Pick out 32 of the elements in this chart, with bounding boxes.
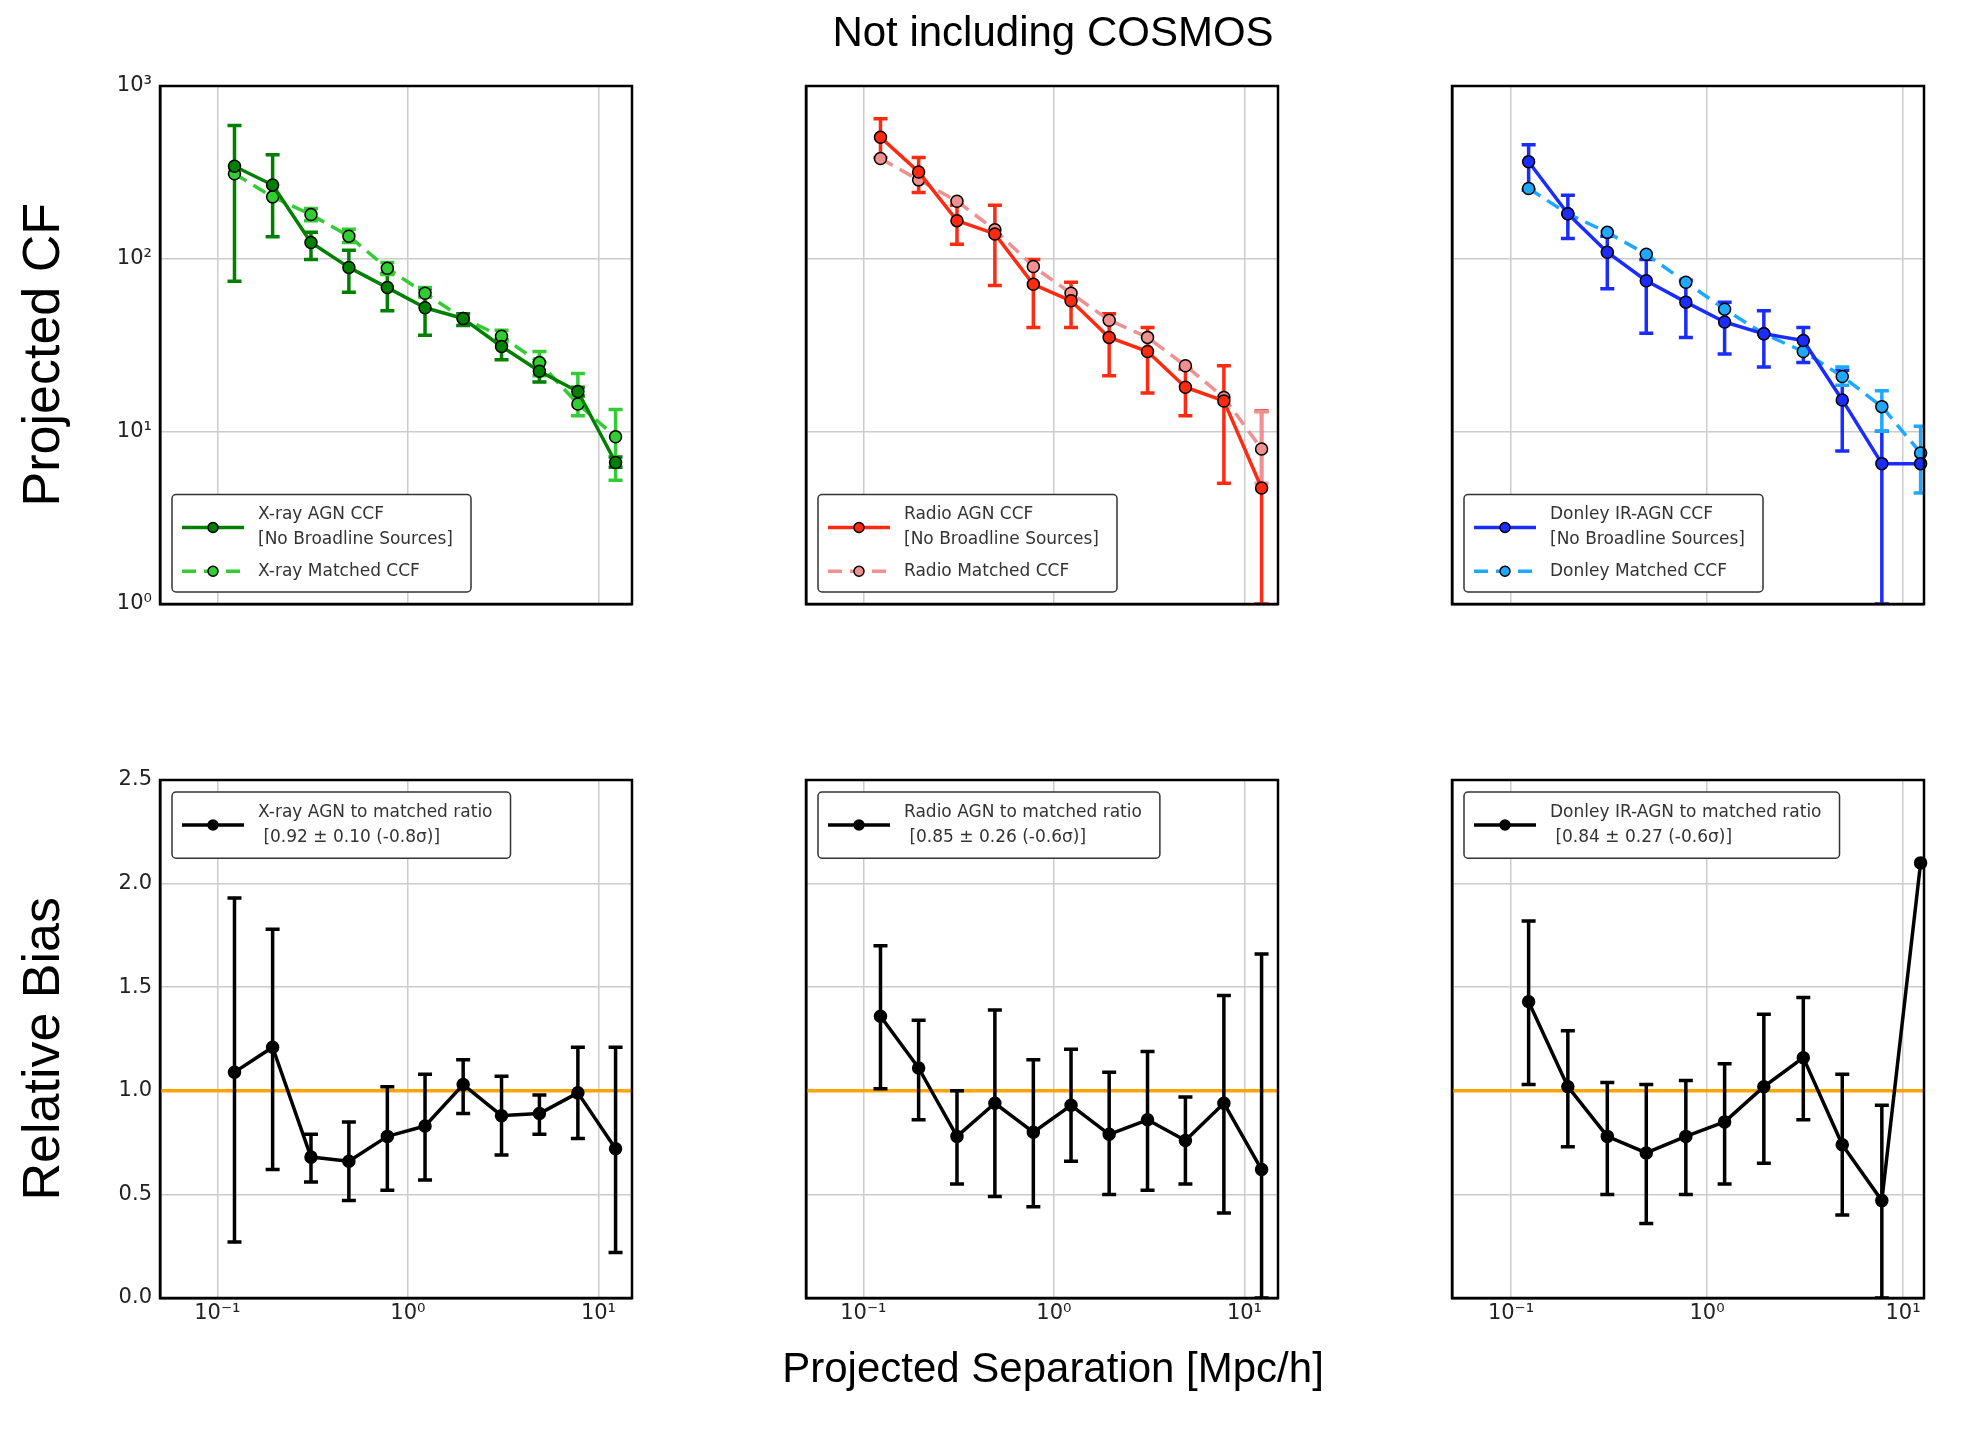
y-tick-label: 2.5 <box>118 766 152 791</box>
legend-label: Donley Matched CCF <box>1550 559 1727 580</box>
y-tick-label: 10² <box>116 245 152 270</box>
y-tick-label: 1.5 <box>118 973 152 998</box>
legend-label: Donley IR-AGN CCF [No Broadline Sources] <box>1550 503 1746 549</box>
x-tick-label: 10¹ <box>1226 1300 1263 1325</box>
y-axis-title: Relative Bias <box>11 897 71 1201</box>
x-tick-label: 10⁻¹ <box>194 1300 241 1325</box>
x-tick-label: 10⁰ <box>1689 1300 1725 1325</box>
legend-label: Radio AGN CCF [No Broadline Sources] <box>904 503 1100 549</box>
y-tick-label: 10¹ <box>116 417 152 442</box>
x-tick-label: 10⁻¹ <box>840 1300 887 1325</box>
x-tick-label: 10¹ <box>1885 1300 1921 1325</box>
y-tick-label: 0.0 <box>118 1284 152 1309</box>
x-tick-label: 10⁻¹ <box>1487 1300 1535 1325</box>
x-axis-title: Projected Separation [Mpc/h] <box>781 1344 1324 1393</box>
chart-title: Not including COSMOS <box>831 8 1275 57</box>
y-tick-label: 0.5 <box>118 1180 152 1205</box>
y-axis-title: Projected CF <box>11 203 71 507</box>
legend-label: X-ray AGN CCF [No Broadline Sources] <box>258 503 454 549</box>
x-tick-label: 10⁰ <box>390 1300 426 1325</box>
y-tick-label: 10³ <box>116 72 152 97</box>
legend-label: Donley IR-AGN to matched ratio [0.84 ± 0.27 (-0.6σ)] <box>1550 800 1822 846</box>
legend-label: Radio AGN to matched ratio [0.85 ± 0.26 (-0.6σ)] <box>904 800 1142 846</box>
x-tick-label: 10¹ <box>580 1300 617 1325</box>
legend-label: Radio Matched CCF <box>904 559 1070 580</box>
legend-label: X-ray AGN to matched ratio [0.92 ± 0.10 (-0.8σ)] <box>258 800 493 846</box>
legend-label: X-ray Matched CCF <box>258 559 420 580</box>
y-tick-label: 1.0 <box>118 1077 152 1102</box>
y-tick-label: 10⁰ <box>116 590 152 615</box>
y-tick-label: 2.0 <box>118 870 152 895</box>
x-tick-label: 10⁰ <box>1036 1300 1072 1325</box>
